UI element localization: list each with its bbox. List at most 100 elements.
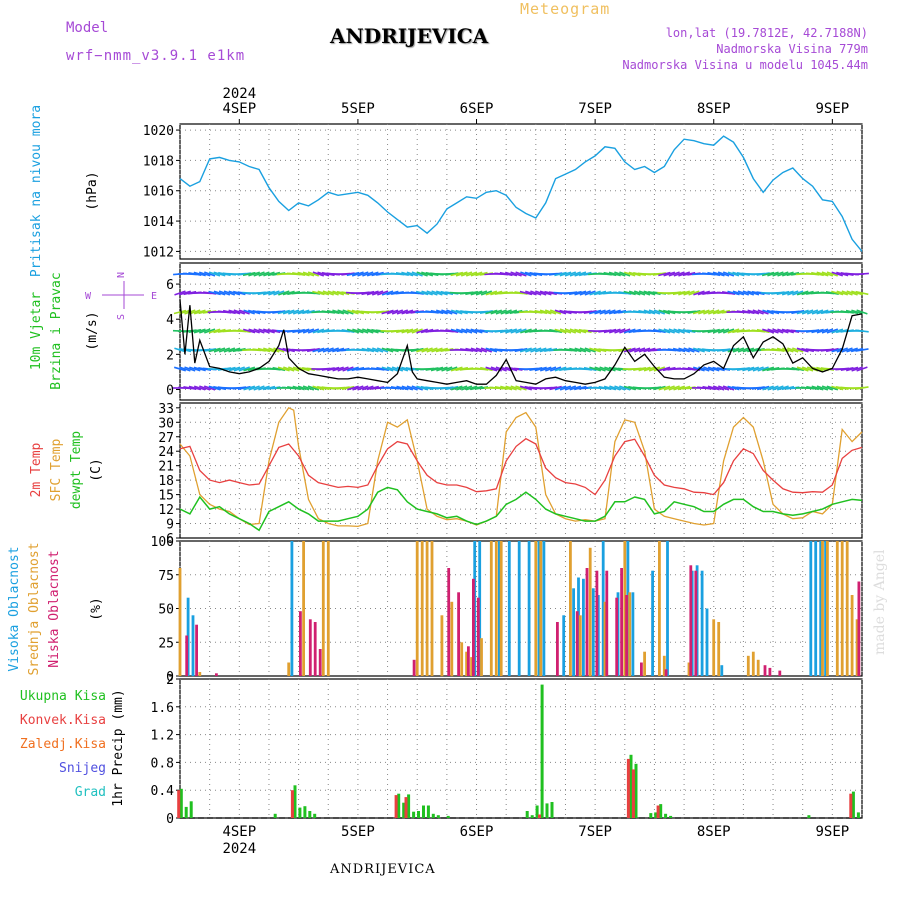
wind-arrow (262, 385, 276, 391)
cloud-bar (572, 588, 575, 677)
wind-arrow (781, 271, 794, 277)
wind-arrow (297, 271, 310, 277)
x-bottom-day-label: 4SEP (222, 824, 256, 840)
wind-arrow (317, 328, 330, 334)
x-bottom-day-label: 7SEP (578, 824, 612, 840)
precip-bar (397, 793, 401, 818)
wind-arrow (386, 309, 399, 315)
wind-arrow (193, 309, 206, 315)
wind-arrow (762, 366, 775, 372)
cloud-bar (472, 578, 475, 676)
wind-arrow (292, 272, 306, 276)
wind-arrow (425, 367, 439, 371)
wind-arrow (243, 309, 255, 315)
wind-arrow (648, 309, 661, 315)
wind-arrow (707, 271, 721, 277)
wind-arrow (747, 347, 760, 353)
dewpt-line (179, 486, 863, 532)
wind-arrow (199, 385, 211, 391)
wind-arrow (415, 290, 429, 296)
wind-arrow (825, 347, 839, 353)
wind-arrow (292, 309, 305, 315)
cloud-bar (556, 622, 559, 676)
wind-arrow (263, 347, 275, 353)
wind-arrow (228, 290, 241, 296)
wind-arrow (653, 309, 666, 315)
wind-arrow (549, 385, 562, 391)
cloud-bar (585, 568, 589, 676)
wind-arrow (772, 328, 784, 334)
y-tick-label: 21 (158, 460, 174, 475)
wind-arrow (376, 347, 389, 353)
wind-arrow (678, 290, 691, 296)
cloud-bar (527, 541, 531, 676)
wind-arrow (805, 329, 820, 333)
y-tick-label: 1020 (143, 124, 174, 139)
wind-arrow (756, 385, 770, 391)
wind-arrow (712, 271, 725, 277)
wind-arrow (658, 271, 671, 277)
wind-arrow (708, 309, 720, 315)
wind-arrow (485, 309, 498, 315)
wind-arrow (663, 309, 676, 315)
wind-arrow (401, 309, 414, 315)
wind-arrow (549, 366, 562, 372)
cloud-bar (308, 619, 312, 676)
wind-arrow (490, 290, 503, 296)
wind-arrow (248, 328, 260, 334)
wind-arrow (416, 271, 428, 277)
cloud-bar (694, 570, 698, 676)
wind-arrow (208, 328, 221, 334)
wind-arrow (411, 271, 423, 277)
wind-arrow (668, 385, 680, 391)
y-tick-label: 2 (166, 673, 174, 688)
wind-arrow (208, 347, 221, 353)
cloud-bar (480, 638, 483, 676)
wind-arrow (742, 309, 755, 315)
wind-arrow (199, 328, 211, 334)
wind-arrow (366, 328, 379, 334)
cloud-bar (318, 649, 322, 676)
wind-arrow (321, 367, 335, 371)
wind-arrow (781, 328, 795, 334)
cloud-bar (415, 541, 419, 676)
cloud-bar (821, 541, 824, 676)
product-title: Meteogram (520, 0, 611, 18)
wind-arrow (287, 386, 301, 390)
cloud-bar (756, 659, 760, 676)
wind-arrow (357, 328, 369, 334)
wind-arrow (470, 271, 483, 277)
wind-arrow (752, 309, 764, 315)
wind-arrow (529, 367, 543, 371)
precip-bar (436, 815, 440, 818)
y-tick-label: 27 (158, 431, 174, 446)
precip-legend-entry: Ukupna Kisa (20, 689, 106, 704)
wind-arrow (390, 386, 405, 390)
wind-arrow (441, 309, 453, 315)
wind-arrow (233, 366, 245, 372)
wind-arrow (658, 328, 671, 334)
wind-arrow (722, 328, 735, 334)
wind-arrow (752, 366, 764, 372)
wind-arrow (737, 347, 750, 353)
wind-arrow (855, 272, 869, 276)
wind-arrow (554, 271, 567, 277)
y-tick-label: 75 (158, 569, 174, 584)
wind-arrow (273, 347, 285, 353)
wind-arrow (396, 309, 409, 315)
cloud-bar (420, 541, 424, 676)
x-top-day-label: 6SEP (460, 101, 494, 117)
wind-arrow (614, 385, 626, 391)
precip-bar (656, 805, 660, 818)
cloud-bar (850, 595, 854, 676)
wind-arrow (539, 309, 552, 315)
wind-arrow (554, 328, 567, 334)
wind-arrow (663, 271, 676, 277)
wind-arrow (431, 290, 443, 296)
wind-arrow (312, 328, 325, 334)
wind-arrow (302, 385, 315, 391)
wind-arrow (500, 385, 513, 391)
wind-arrow (648, 366, 661, 372)
wind-subtitle: Brzina i Pravac (49, 272, 64, 389)
